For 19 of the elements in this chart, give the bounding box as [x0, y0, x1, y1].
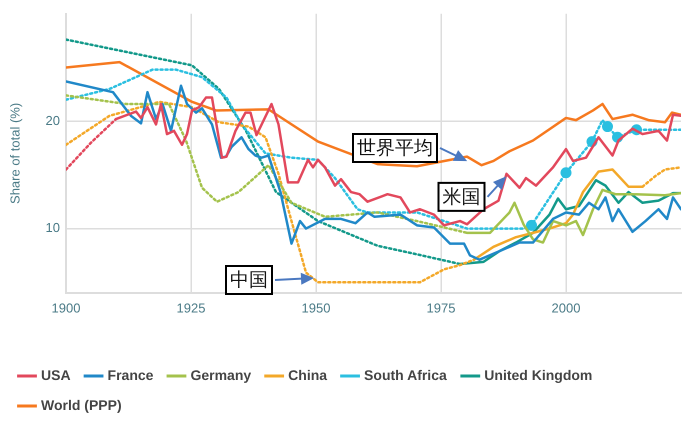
legend-label: France — [108, 366, 154, 383]
annotation: 中国 — [230, 268, 268, 291]
legend-label: Germany — [190, 366, 252, 383]
y-axis-title: Share of total (%) — [7, 102, 22, 204]
x-tick-label: 1975 — [426, 300, 456, 316]
line-series — [66, 68, 681, 230]
legend-label: World (PPP) — [41, 396, 122, 413]
x-tick-label: 1925 — [176, 300, 206, 316]
y-tick-label: 10 — [46, 220, 60, 236]
legend-label: USA — [41, 366, 71, 383]
x-tick-label: 1950 — [302, 300, 330, 316]
x-tick-label: 2000 — [552, 300, 580, 316]
legend-label: China — [288, 366, 328, 383]
x-tick-label: 1900 — [52, 300, 80, 316]
annotation: 米国 — [442, 186, 480, 208]
y-tick-label: 20 — [46, 112, 60, 128]
annotation: 世界平均 — [357, 136, 433, 159]
legend-label: South Africa — [364, 366, 447, 383]
legend-label: United Kingdom — [484, 366, 592, 383]
